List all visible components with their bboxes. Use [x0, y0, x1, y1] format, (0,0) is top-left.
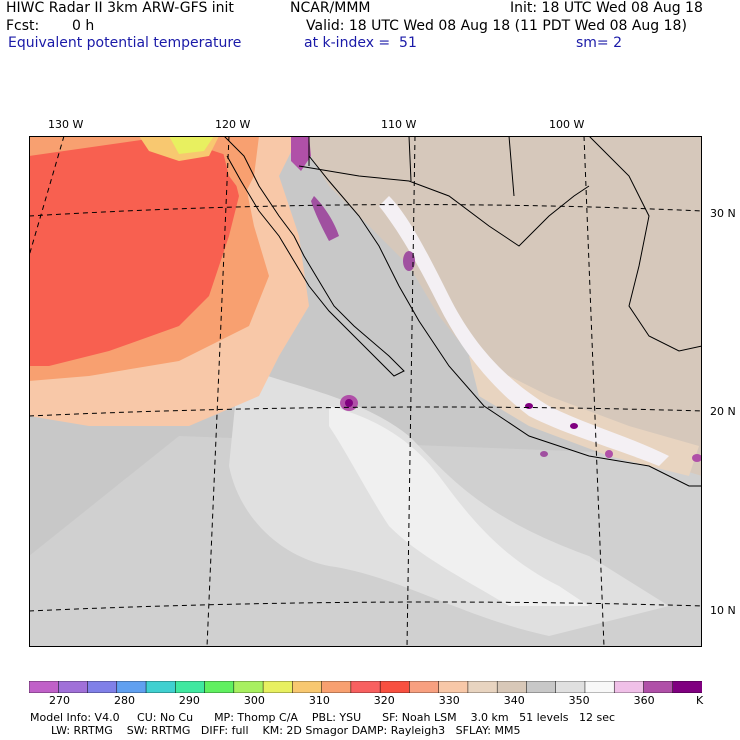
colorbar-swatch [379, 681, 411, 693]
cb-label-310: 310 [308, 694, 330, 707]
colorbar-swatch [175, 681, 206, 693]
colorbar-swatch [204, 681, 235, 693]
valid-time: Valid: 18 UTC Wed 08 Aug 18 (11 PDT Wed … [306, 18, 687, 34]
coastline-gulf [588, 136, 702, 352]
gulf-california-purple [311, 196, 339, 241]
lat-label-20: 20 N [710, 405, 736, 418]
colorbar-swatch [292, 681, 323, 693]
colorbar-swatch [438, 681, 469, 693]
cb-label-350: 350 [568, 694, 590, 707]
colorbar-swatch [29, 681, 60, 693]
colorbar-swatch [116, 681, 147, 693]
lon-label-110: 110 W [381, 118, 417, 131]
colorbar-swatch [409, 681, 440, 693]
lat-label-30: 30 N [710, 207, 736, 220]
white-plume [329, 406, 589, 606]
warm-ocean-coastal [219, 136, 259, 196]
fcst-label: Fcst: [6, 18, 40, 34]
cb-label-330: 330 [438, 694, 460, 707]
colorbar-swatch [233, 681, 264, 693]
colorbar-swatch [672, 681, 702, 693]
warm-cell-core [169, 136, 214, 154]
north-purple [291, 136, 311, 171]
colorbar [29, 681, 702, 693]
cb-label-unit: K [696, 694, 704, 707]
lon-label-130: 130 W [48, 118, 84, 131]
colorbar-swatch [350, 681, 381, 693]
mountain-purple-3 [570, 423, 578, 429]
coastline-mainland [308, 155, 702, 487]
coastline-baja [223, 136, 405, 377]
lat-label-10: 10 N [710, 604, 736, 617]
mountain-purple-2 [525, 403, 533, 409]
field-name: Equivalent potential temperature [8, 35, 242, 51]
theta-e-map [29, 136, 702, 647]
cb-label-360: 360 [633, 694, 655, 707]
colorbar-swatch [145, 681, 177, 693]
mountain-purple-1 [403, 251, 415, 271]
colorbar-swatch [613, 681, 645, 693]
colorbar-swatch [467, 681, 498, 693]
mountain-purple-5 [605, 450, 613, 458]
cb-label-300: 300 [243, 694, 265, 707]
colorbar-swatch [555, 681, 586, 693]
graticule [29, 136, 702, 647]
lon-label-120: 120 W [215, 118, 251, 131]
cb-label-320: 320 [373, 694, 395, 707]
model-title: HIWC Radar II 3km ARW-GFS init [6, 0, 234, 16]
ocean-purple-core [345, 399, 353, 407]
mountain-purple-4 [540, 451, 548, 457]
colorbar-swatch [87, 681, 118, 693]
cb-label-270: 270 [49, 694, 70, 707]
warm-ocean-core [29, 136, 239, 366]
us-mexico-border [298, 165, 590, 247]
lon-label-100: 100 W [549, 118, 585, 131]
mountain-purple-6 [692, 454, 702, 462]
init-time: Init: 18 UTC Wed 08 Aug 18 [510, 0, 703, 16]
fcst-value: 0 h [72, 18, 95, 34]
colorbar-swatch [496, 681, 528, 693]
footer-line-2: LW: RRTMG SW: RRTMG DIFF: full KM: 2D Sm… [30, 724, 521, 737]
map-frame [29, 136, 702, 647]
cb-label-290: 290 [178, 694, 200, 707]
org-label: NCAR/MMM [290, 0, 371, 16]
level-label: at k-index = 51 [304, 35, 417, 51]
us-state-lines [308, 136, 515, 197]
footer-line-1: Model Info: V4.0 CU: No Cu MP: Thomp C/A… [30, 711, 616, 724]
colorbar-swatch [262, 681, 294, 693]
smoothing-label: sm= 2 [576, 35, 623, 51]
colorbar-swatch [58, 681, 89, 693]
colorbar-swatch [584, 681, 615, 693]
colorbar-swatch [526, 681, 557, 693]
cb-label-340: 340 [503, 694, 525, 707]
colorbar-swatch [321, 681, 352, 693]
sierra-madre-white [379, 196, 669, 466]
cb-label-280: 280 [113, 694, 135, 707]
colorbar-swatch [643, 681, 674, 693]
